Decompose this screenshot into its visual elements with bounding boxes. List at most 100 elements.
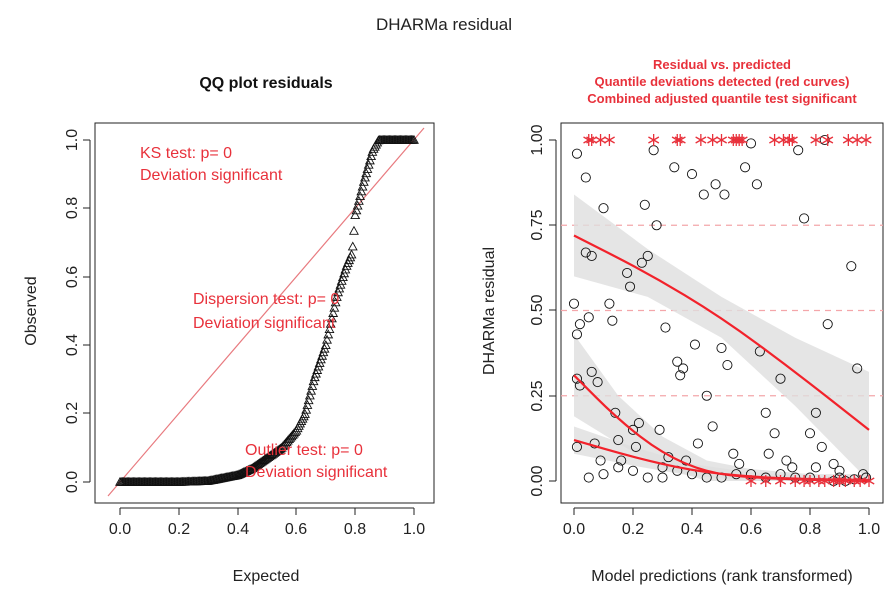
- residual-y-tick-label: 0.00: [529, 465, 546, 496]
- dispersion-test-annotation: Dispersion test: p= 0 Deviation signific…: [193, 291, 339, 332]
- residual-point: [804, 428, 816, 439]
- qq-point-triangle: [357, 181, 368, 191]
- residual-point: [740, 162, 751, 173]
- residual-point: [657, 462, 668, 473]
- outlier-star-top: [707, 134, 719, 146]
- qq-point-triangle: [347, 241, 358, 251]
- residual-point: [660, 322, 671, 333]
- qq-point-triangle: [274, 444, 285, 454]
- residual-x-tick-label: 1.0: [858, 521, 880, 538]
- residual-point: [719, 189, 730, 200]
- outlier-star-top: [648, 134, 660, 146]
- qq-point-triangle: [326, 313, 337, 323]
- dispersion-test-line-1: Dispersion test: p= 0: [193, 291, 339, 308]
- residual-point: [604, 298, 615, 309]
- qq-plot-frame: [94, 122, 435, 504]
- residual-point: [760, 407, 771, 418]
- qq-point-triangle: [366, 151, 377, 161]
- qq-point-triangle: [301, 404, 312, 414]
- quantile-confidence-band: [574, 194, 869, 481]
- residual-point: [672, 356, 683, 367]
- residual-point: [580, 247, 591, 258]
- residual-point: [625, 281, 636, 292]
- residual-point: [616, 455, 627, 466]
- residual-point: [586, 250, 597, 261]
- residual-point: [586, 366, 597, 377]
- residual-point: [701, 390, 712, 401]
- residual-title-line-3: Combined adjusted quantile test signific…: [587, 91, 857, 106]
- outlier-test-line-2: Deviation significant: [245, 464, 388, 481]
- residual-point: [745, 138, 757, 149]
- residual-point: [822, 319, 833, 330]
- residual-point: [613, 462, 624, 473]
- residual-point: [716, 342, 727, 354]
- residual-point: [642, 472, 653, 483]
- ks-test-line-1: KS test: p= 0: [140, 145, 232, 162]
- residual-point: [710, 179, 721, 190]
- qq-y-tick-label: 1.0: [64, 129, 81, 151]
- residual-point: [678, 363, 689, 374]
- qq-point-triangle: [331, 291, 342, 301]
- qq-point-triangle: [350, 210, 361, 220]
- qq-point-triangle: [303, 395, 314, 405]
- residual-point: [828, 458, 839, 470]
- qq-x-tick-label: 0.6: [285, 521, 307, 538]
- residual-point: [595, 455, 606, 466]
- residual-panel: Residual vs. predicted Quantile deviatio…: [481, 57, 884, 585]
- outlier-star-top: [586, 134, 598, 146]
- outlier-star-top: [842, 134, 854, 146]
- outlier-star-bottom: [819, 475, 831, 487]
- qq-point-triangle: [322, 334, 332, 344]
- ks-test-annotation: KS test: p= 0 Deviation significant: [140, 145, 283, 184]
- qq-point-triangle: [306, 385, 317, 395]
- outlier-test-annotation: Outlier test: p= 0 Deviation significant: [245, 442, 388, 481]
- quantile-confidence-band: [574, 334, 869, 481]
- residual-point: [627, 424, 639, 435]
- quantile-regression-curve: [573, 234, 870, 431]
- residual-point: [669, 162, 680, 173]
- qq-point-triangle: [302, 399, 313, 409]
- outlier-star-bottom: [789, 475, 801, 487]
- residual-point: [571, 441, 583, 452]
- residual-point: [613, 435, 624, 446]
- outlier-star-bottom: [774, 475, 787, 487]
- outlier-star-top: [769, 134, 781, 146]
- qq-point-triangle: [361, 168, 372, 178]
- residual-point: [636, 257, 647, 268]
- qq-point-triangle: [363, 159, 374, 169]
- qq-x-tick-label: 0.2: [168, 521, 190, 538]
- outlier-star-top: [695, 134, 707, 146]
- qq-y-tick-label: 0.6: [64, 266, 81, 288]
- residual-point: [816, 441, 827, 452]
- residual-point: [734, 458, 745, 470]
- outlier-star-top: [860, 134, 872, 146]
- quantile-confidence-band: [574, 426, 869, 481]
- residual-y-tick-label: 1.00: [529, 124, 546, 155]
- outlier-star-top: [674, 134, 686, 146]
- residual-point: [642, 250, 653, 261]
- qq-point-triangle: [329, 302, 340, 312]
- outlier-test-line-1: Outlier test: p= 0: [245, 442, 363, 459]
- qq-point-triangle: [352, 200, 363, 210]
- residual-x-tick-label: 0.6: [740, 521, 762, 538]
- outlier-star-top: [595, 134, 607, 146]
- residual-point: [698, 189, 709, 200]
- qq-x-tick-label: 0.4: [227, 521, 249, 538]
- qq-panel-title: QQ plot residuals: [199, 75, 332, 92]
- qq-point-triangle: [364, 155, 375, 165]
- residual-point: [793, 145, 804, 156]
- residual-y-tick-label: 0.75: [529, 209, 546, 240]
- residual-point: [819, 134, 830, 146]
- residual-point: [751, 179, 762, 190]
- qq-reference-line: [107, 127, 425, 497]
- residual-point: [852, 363, 863, 374]
- residual-point: [707, 421, 718, 432]
- outlier-star-top: [810, 134, 822, 146]
- outlier-star-top: [777, 134, 789, 146]
- residual-point: [686, 169, 698, 180]
- residual-point: [571, 329, 583, 340]
- qq-point-triangle: [409, 134, 419, 144]
- residual-point: [728, 448, 739, 459]
- residual-point: [689, 339, 701, 350]
- residual-point: [810, 462, 821, 473]
